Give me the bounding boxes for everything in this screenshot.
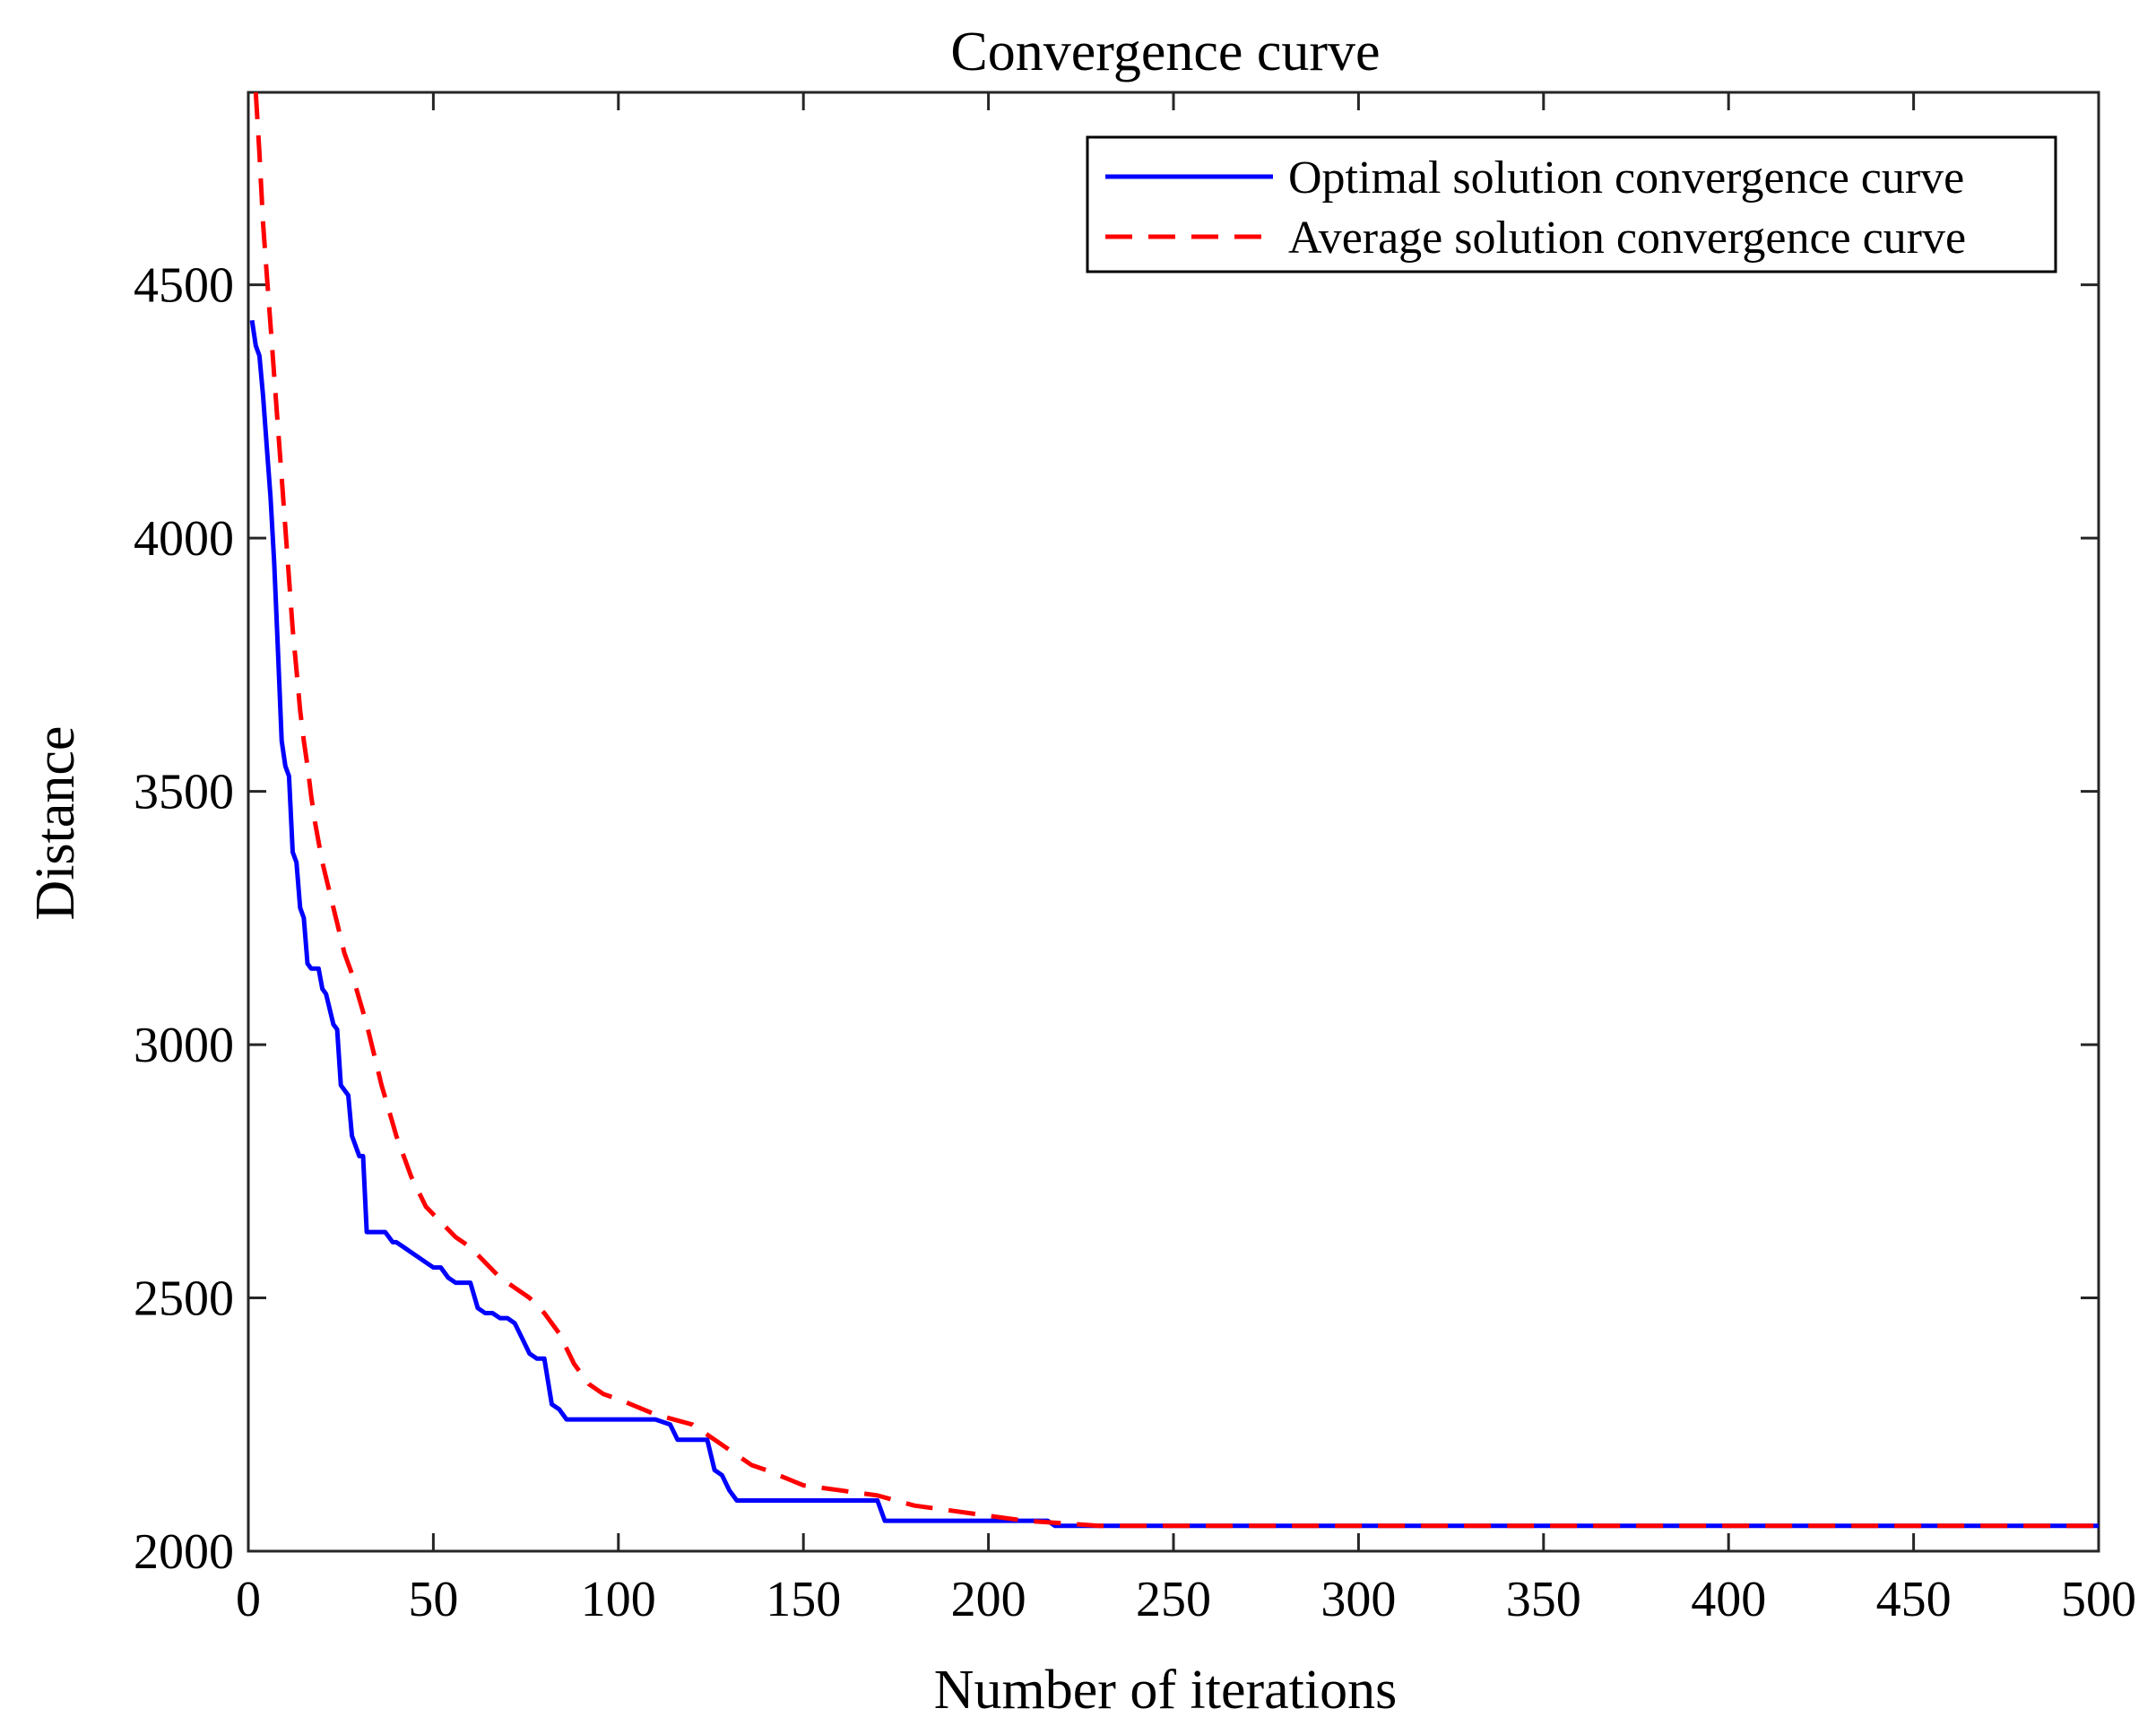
y-tick-label-3: 3500 [134, 765, 234, 820]
x-tick-label-3: 150 [766, 1572, 841, 1627]
legend-box [1086, 135, 2057, 273]
x-tick-label-6: 300 [1320, 1572, 1396, 1627]
y-tick-label-4: 4000 [134, 511, 234, 567]
x-tick-label-1: 50 [408, 1572, 458, 1627]
legend-label-optimal: Optimal solution convergence curve [1288, 152, 1964, 204]
x-tick-label-7: 350 [1506, 1572, 1581, 1627]
y-tick-label-5: 4500 [134, 258, 234, 314]
y-tick-label-1: 2500 [134, 1271, 234, 1327]
legend-label-average: Average solution convergence curve [1288, 212, 1966, 264]
y-tick-label-0: 2000 [134, 1524, 234, 1580]
x-axis-label: Number of iterations [934, 1660, 1398, 1721]
x-axis-ticks: 0 50 100 150 200 250 300 350 400 450 500 [236, 92, 2136, 1627]
y-axis-ticks: 2000 2500 3000 3500 4000 4500 [134, 258, 2099, 1580]
series-line-average [253, 91, 2099, 1529]
x-tick-label-4: 200 [951, 1572, 1026, 1627]
x-tick-label-10: 500 [2061, 1572, 2136, 1627]
y-tick-label-2: 3000 [134, 1018, 234, 1073]
series-layer [249, 91, 2099, 1529]
plot-area: 0 50 100 150 200 250 300 350 400 450 500 2000 2500 3… [134, 91, 2136, 1627]
x-tick-label-0: 0 [236, 1572, 261, 1627]
y-axis-label: Distance [25, 726, 86, 921]
legend: Optimal solution convergence curve Avera… [1086, 135, 2057, 273]
x-tick-label-9: 450 [1876, 1572, 1952, 1627]
x-tick-label-5: 250 [1136, 1572, 1211, 1627]
chart-title: Convergence curve [950, 22, 1380, 82]
x-tick-label-8: 400 [1691, 1572, 1766, 1627]
x-tick-label-2: 100 [581, 1572, 656, 1627]
series-line-optimal [249, 319, 2099, 1529]
